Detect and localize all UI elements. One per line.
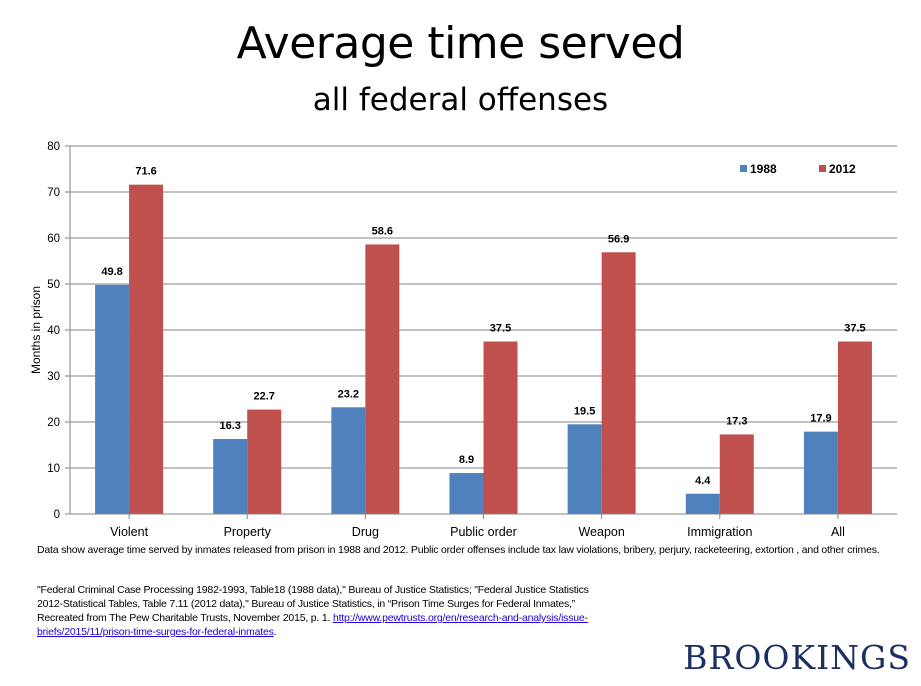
y-tick-label: 10 [47, 463, 60, 475]
bar-chart: 0 10 20 30 40 50 60 70 80 49.8 71.6 16.3 22.7 23.2 58… [29, 141, 897, 539]
y-tick-label: 0 [54, 509, 60, 521]
legend: 1988 2012 [740, 162, 856, 176]
bar-2012-immigration [719, 434, 754, 514]
data-label: 37.5 [844, 323, 865, 335]
data-label: 17.3 [726, 415, 747, 427]
legend-swatch-1988 [740, 165, 747, 172]
x-tick-label: Public order [450, 525, 517, 539]
legend-swatch-2012 [819, 165, 826, 172]
legend-label-1988: 1988 [750, 162, 777, 176]
bar-1988-drug [331, 407, 366, 514]
bar-2012-violent [129, 184, 164, 514]
y-tick-label: 20 [47, 417, 60, 429]
bar-1988-all [803, 431, 838, 514]
x-tick-label: Drug [352, 525, 379, 539]
data-label: 16.3 [220, 420, 241, 432]
source-text: "Federal Criminal Case Processing 1982-1… [37, 584, 589, 624]
source-citation: "Federal Criminal Case Processing 1982-1… [37, 583, 617, 639]
data-label: 23.2 [338, 388, 359, 400]
legend-label-2012: 2012 [829, 162, 856, 176]
y-tick-label: 80 [47, 141, 60, 153]
source-link-suffix: . [273, 626, 277, 638]
data-label: 71.6 [135, 166, 156, 178]
x-tick-label: All [831, 525, 845, 539]
brookings-logo: BROOKINGS [683, 638, 911, 677]
y-tick-label: 70 [47, 187, 60, 199]
data-label: 17.9 [810, 413, 831, 425]
bar-1988-property [213, 439, 248, 514]
x-tick-label: Violent [110, 525, 149, 539]
x-axis-ticks: Violent Property Drug Public order Weapon Imm… [110, 514, 845, 539]
bar-2012-all [837, 341, 872, 514]
data-label: 4.4 [695, 475, 711, 487]
y-tick-label: 40 [47, 325, 60, 337]
y-axis-ticks: 0 10 20 30 40 50 60 70 80 [47, 141, 70, 521]
bar-1988-violent [95, 284, 130, 514]
chart-title: Average time served [236, 18, 685, 69]
bar-2012-drug [365, 244, 400, 514]
source-link[interactable]: http://www.pewtrusts.org/en/research-and… [37, 612, 588, 638]
data-label: 58.6 [372, 225, 393, 237]
data-label: 37.5 [490, 323, 511, 335]
data-label: 19.5 [574, 405, 595, 417]
x-tick-label: Property [224, 525, 272, 539]
y-tick-label: 50 [47, 279, 60, 291]
chart-note: Data show average time served by inmates… [37, 544, 880, 556]
data-label: 56.9 [608, 233, 629, 245]
x-tick-label: Weapon [578, 525, 624, 539]
data-labels: 49.8 71.6 16.3 22.7 23.2 58.6 8.9 37.5 19.5 56.9 4… [101, 166, 865, 487]
y-tick-label: 30 [47, 371, 60, 383]
bar-2012-public-order [483, 341, 518, 514]
bar-1988-public-order [449, 473, 484, 514]
y-tick-label: 60 [47, 233, 60, 245]
data-label: 49.8 [101, 266, 122, 278]
y-axis-label: Months in prison [29, 286, 43, 374]
bar-1988-immigration [685, 493, 720, 514]
bars [95, 184, 872, 514]
bar-2012-weapon [601, 252, 636, 514]
x-tick-label: Immigration [687, 525, 752, 539]
data-label: 22.7 [254, 391, 275, 403]
bar-1988-weapon [567, 424, 602, 514]
chart-subtitle: all federal offenses [312, 82, 609, 118]
bar-2012-property [247, 409, 282, 514]
data-label: 8.9 [459, 454, 474, 466]
